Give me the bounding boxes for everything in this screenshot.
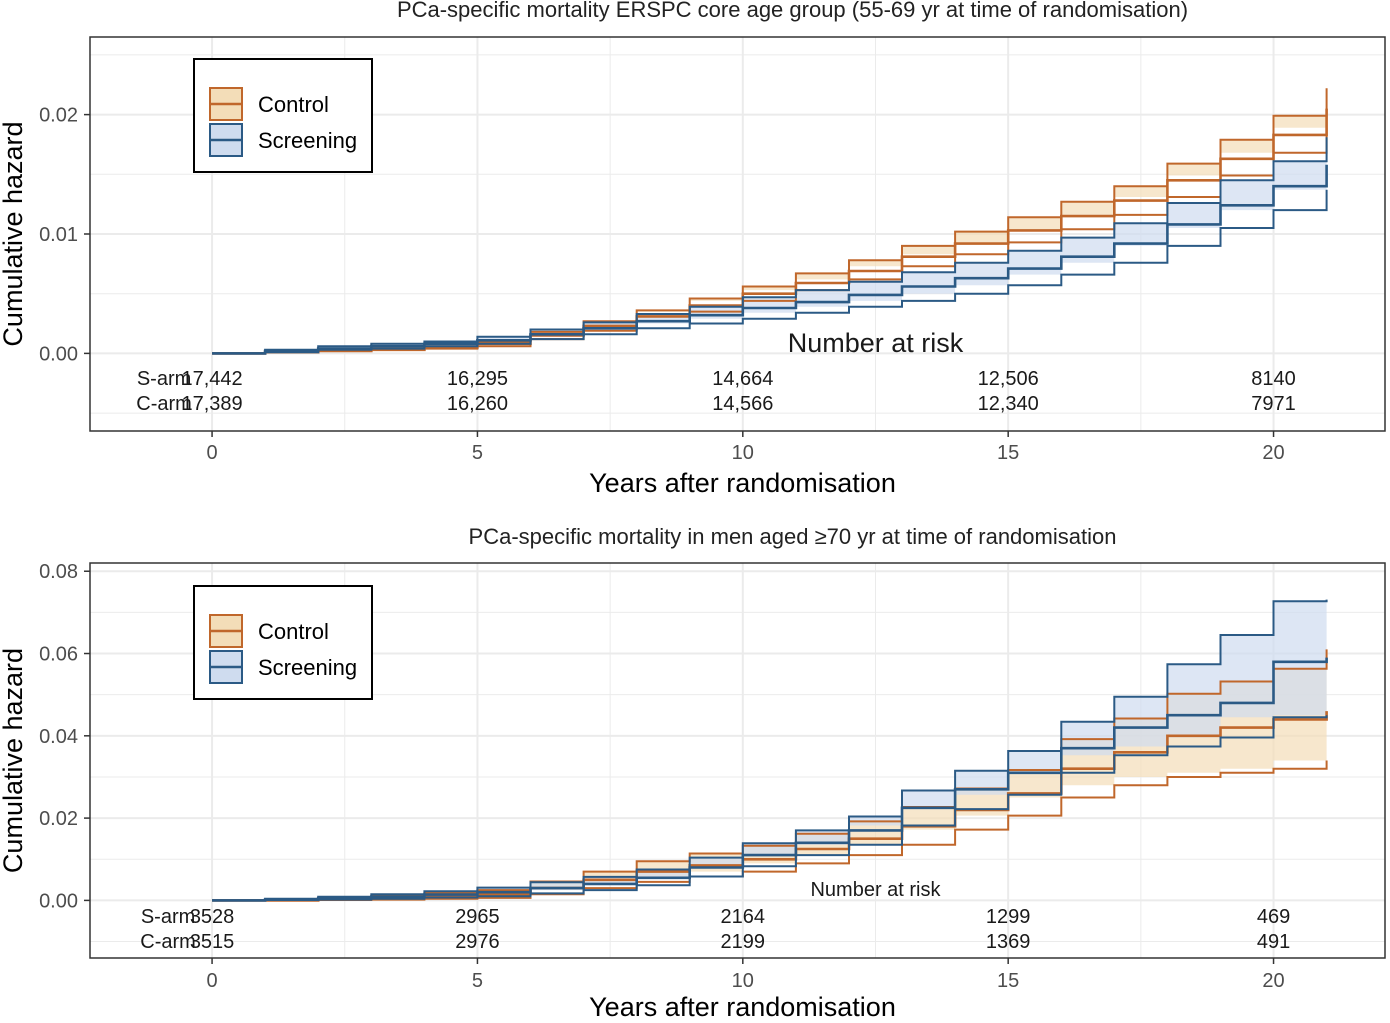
- chart-title: PCa-specific mortality ERSPC core age gr…: [397, 0, 1188, 22]
- y-tick-label: 0.04: [39, 726, 78, 748]
- y-tick-label: 0.00: [39, 343, 78, 365]
- legend-swatch-screening-icon: [209, 650, 243, 684]
- risk-count: 12,506: [978, 368, 1039, 390]
- y-tick-label: 0.01: [39, 224, 78, 246]
- risk-row-label: C-arm: [136, 393, 192, 415]
- x-axis-label: Years after randomisation: [589, 468, 896, 498]
- risk-count: 2965: [455, 906, 500, 928]
- ci-band-screening: [212, 599, 1327, 901]
- risk-count: 1369: [986, 931, 1031, 953]
- risk-row-label: S-arm: [141, 906, 195, 928]
- risk-row-label: S-arm: [137, 368, 191, 390]
- y-tick-label: 0.00: [39, 890, 78, 912]
- legend-label-screening: Screening: [258, 128, 357, 153]
- chart-title: PCa-specific mortality in men aged ≥70 y…: [469, 524, 1117, 549]
- x-tick-label: 15: [997, 442, 1019, 464]
- risk-count: 7971: [1251, 393, 1296, 415]
- y-tick-label: 0.06: [39, 644, 78, 666]
- chart-men-aged-70-plus: PCa-specific mortality in men aged ≥70 y…: [0, 524, 1386, 1022]
- legend-swatch-control-icon: [209, 87, 243, 121]
- x-tick-label: 0: [207, 442, 218, 464]
- risk-row-label: C-arm: [140, 931, 196, 953]
- risk-count: 3515: [190, 931, 235, 953]
- y-tick-label: 0.02: [39, 105, 78, 127]
- legend: Control Screening: [193, 585, 373, 700]
- risk-count: 12,340: [978, 393, 1039, 415]
- risk-count: 2199: [721, 931, 766, 953]
- y-tick-label: 0.08: [39, 561, 78, 583]
- risk-count: 16,295: [447, 368, 508, 390]
- panel-border: [89, 562, 1386, 959]
- y-axis-label: Cumulative hazard: [0, 121, 28, 346]
- risk-count: 17,389: [181, 393, 242, 415]
- ci-lower-screening: [212, 189, 1328, 355]
- risk-count: 14,566: [712, 393, 773, 415]
- risk-count: 16,260: [447, 393, 508, 415]
- x-tick-label: 0: [207, 970, 218, 992]
- risk-table-title: Number at risk: [810, 879, 941, 901]
- legend: Control Screening: [193, 58, 373, 173]
- legend-label-control: Control: [258, 619, 329, 644]
- x-axis-label: Years after randomisation: [589, 992, 896, 1022]
- risk-count: 469: [1257, 906, 1290, 928]
- y-axis-label: Cumulative hazard: [0, 648, 28, 873]
- x-tick-label: 20: [1262, 970, 1284, 992]
- x-tick-label: 15: [997, 970, 1019, 992]
- series-line-screening: [212, 164, 1328, 355]
- x-tick-label: 10: [732, 970, 754, 992]
- chart-core-age-group: PCa-specific mortality ERSPC core age gr…: [0, 0, 1386, 498]
- risk-count: 2976: [455, 931, 500, 953]
- risk-count: 491: [1257, 931, 1290, 953]
- risk-count: 8140: [1251, 368, 1296, 390]
- risk-count: 14,664: [712, 368, 773, 390]
- x-tick-label: 20: [1262, 442, 1284, 464]
- x-tick-label: 5: [472, 442, 483, 464]
- x-tick-label: 5: [472, 970, 483, 992]
- risk-count: 1299: [986, 906, 1031, 928]
- x-tick-label: 10: [732, 442, 754, 464]
- ci-band-screening: [212, 137, 1327, 354]
- y-tick-label: 0.02: [39, 808, 78, 830]
- legend-swatch-control-icon: [209, 614, 243, 648]
- legend-label-control: Control: [258, 92, 329, 117]
- ci-lower-screening: [212, 715, 1328, 902]
- legend-label-screening: Screening: [258, 655, 357, 680]
- legend-swatch-screening-icon: [209, 123, 243, 157]
- series-line-screening: [212, 657, 1328, 902]
- risk-count: 3528: [190, 906, 235, 928]
- risk-count: 2164: [721, 906, 766, 928]
- risk-table-title: Number at risk: [788, 328, 964, 358]
- risk-count: 17,442: [181, 368, 242, 390]
